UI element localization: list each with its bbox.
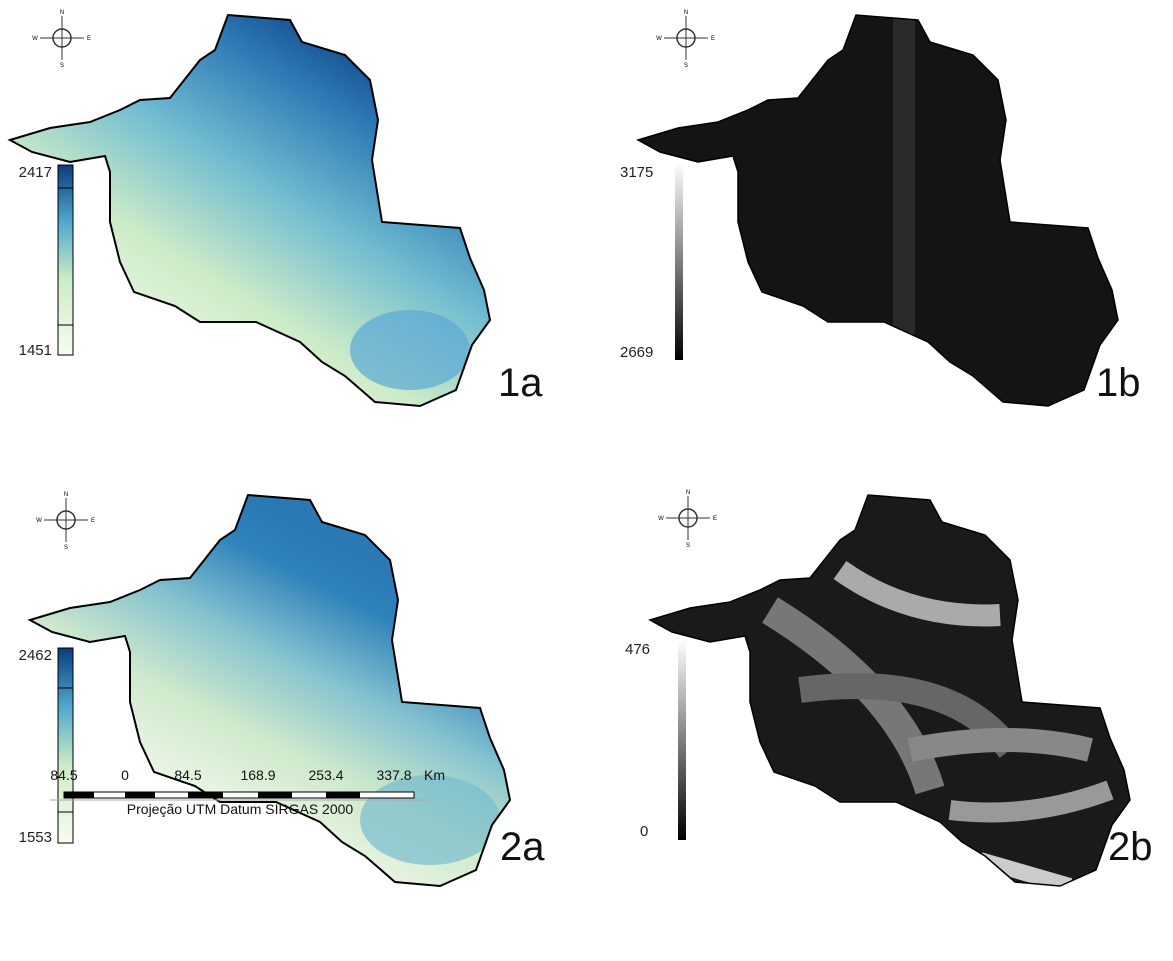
panel-label: 2b	[1108, 825, 1153, 869]
scale-label: 168.9	[240, 767, 275, 783]
compass	[36, 492, 95, 551]
figure: N S W E 2417 1451 1a 3175 2669 1b 2462 1…	[0, 0, 1173, 961]
legend-min: 1451	[19, 342, 52, 359]
compass	[32, 10, 91, 69]
panel-label: 1a	[498, 361, 543, 405]
map-1b	[638, 10, 1128, 420]
legend-min: 2669	[620, 344, 653, 361]
legend-bar	[678, 640, 686, 840]
scale-label: 337.8	[376, 767, 411, 783]
legend-max: 2417	[19, 164, 52, 181]
scale-label: 84.5	[174, 767, 201, 783]
panel-label: 2a	[500, 825, 545, 869]
legend-max: 3175	[620, 164, 653, 181]
map-1a	[10, 10, 500, 410]
scale-label: 0	[121, 767, 129, 783]
panel-label: 1b	[1096, 361, 1141, 405]
legend-bar	[675, 162, 683, 360]
legend-bar	[58, 165, 73, 355]
scale-label: 84.5	[50, 767, 77, 783]
legend-min: 0	[640, 823, 648, 840]
legend-max: 476	[625, 641, 650, 658]
scale-unit: Km	[424, 767, 445, 783]
compass	[656, 10, 715, 69]
map-2b	[650, 490, 1140, 900]
compass	[658, 490, 717, 549]
scale-label: 253.4	[308, 767, 343, 783]
projection: Projeção UTM Datum SIRGAS 2000	[127, 801, 354, 817]
legend-max: 2462	[19, 647, 52, 664]
legend-min: 1553	[19, 829, 52, 846]
legend-bar	[58, 648, 73, 843]
map-2a	[30, 490, 520, 900]
